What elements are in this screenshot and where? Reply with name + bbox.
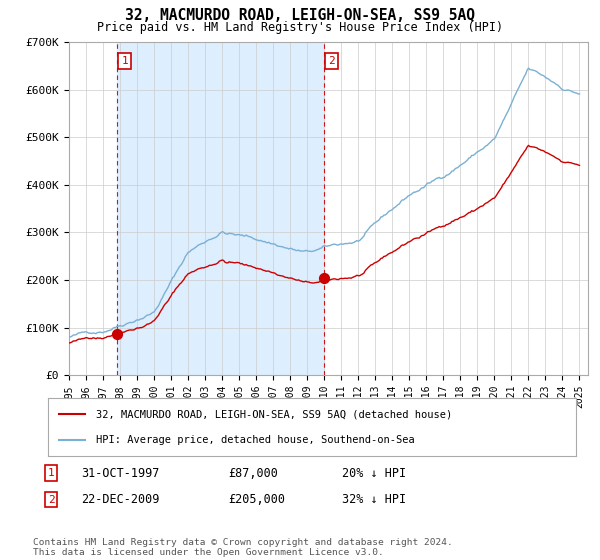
Point [319,273,329,282]
Text: 1: 1 [121,56,128,66]
Text: Price paid vs. HM Land Registry's House Price Index (HPI): Price paid vs. HM Land Registry's House … [97,21,503,34]
Text: 20% ↓ HPI: 20% ↓ HPI [342,466,406,480]
Text: 32, MACMURDO ROAD, LEIGH-ON-SEA, SS9 5AQ: 32, MACMURDO ROAD, LEIGH-ON-SEA, SS9 5AQ [125,8,475,24]
Text: 31-OCT-1997: 31-OCT-1997 [81,466,160,480]
Text: £87,000: £87,000 [228,466,278,480]
Text: 32% ↓ HPI: 32% ↓ HPI [342,493,406,506]
Text: 1: 1 [47,468,55,478]
Text: HPI: Average price, detached house, Southend-on-Sea: HPI: Average price, detached house, Sout… [95,435,414,445]
Text: 22-DEC-2009: 22-DEC-2009 [81,493,160,506]
Point [112,329,122,338]
Text: 2: 2 [328,56,335,66]
Text: Contains HM Land Registry data © Crown copyright and database right 2024.
This d: Contains HM Land Registry data © Crown c… [33,538,453,557]
Text: £205,000: £205,000 [228,493,285,506]
Bar [117,42,324,375]
Text: 2: 2 [47,494,55,505]
Text: 32, MACMURDO ROAD, LEIGH-ON-SEA, SS9 5AQ (detached house): 32, MACMURDO ROAD, LEIGH-ON-SEA, SS9 5AQ… [95,409,452,419]
